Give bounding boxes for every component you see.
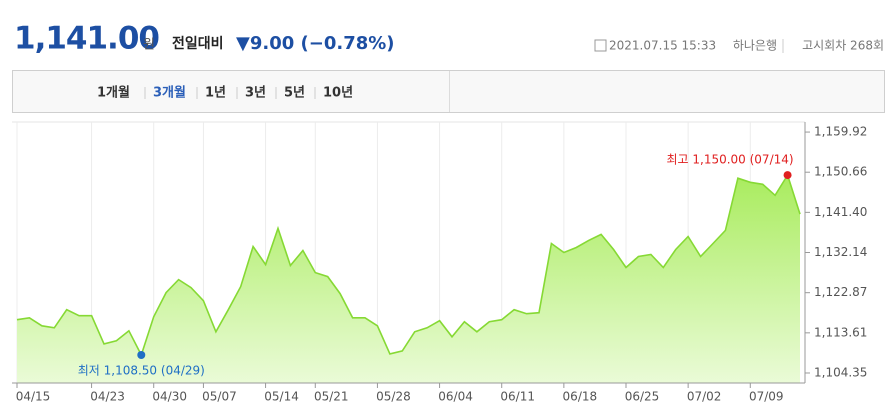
extreme-point: [783, 171, 792, 180]
x-tick-label: 06/25: [625, 390, 660, 404]
tab[interactable]: 3년: [245, 86, 266, 101]
tab[interactable]: 1개월: [97, 85, 130, 101]
tab[interactable]: 10년: [323, 86, 353, 101]
price: 1,141.00: [14, 21, 159, 57]
y-tick-label: 1,132.14: [814, 245, 867, 259]
x-tick-label: 05/21: [314, 390, 349, 404]
calendar-icon: [594, 39, 607, 52]
x-tick-label: 04/15: [16, 390, 51, 404]
x-tick-label: 04/23: [90, 390, 125, 404]
annotation: 최저 1,108.50 (04/29): [78, 363, 205, 377]
tab[interactable]: 3개월: [153, 85, 186, 101]
x-tick-label: 05/14: [264, 390, 299, 404]
unit: 원: [143, 38, 155, 53]
x-tick-label: 06/18: [563, 390, 598, 404]
change: ▼9.00 (−0.78%): [236, 33, 395, 54]
x-tick-label: 07/02: [687, 390, 722, 404]
x-tick-label: 06/11: [500, 390, 535, 404]
annotation: 최고 1,150.00 (07/14): [666, 153, 793, 167]
tab[interactable]: 1년: [205, 86, 226, 101]
area: [17, 175, 800, 383]
bank: 하나은행: [733, 38, 777, 53]
y-tick-label: 1,113.61: [814, 325, 867, 339]
y-tick-label: 1,141.40: [814, 205, 867, 219]
round: 고시회차 268회: [802, 39, 884, 53]
x-tick-label: 04/30: [152, 390, 187, 404]
x-tick-label: 05/07: [202, 390, 237, 404]
y-tick-label: 1,104.35: [814, 365, 867, 379]
line: [16, 173, 801, 358]
timestamp: 2021.07.15 15:33: [609, 39, 716, 53]
extreme-point: [137, 350, 146, 359]
tab[interactable]: 5년: [284, 86, 305, 101]
x-tick-label: 07/09: [749, 390, 784, 404]
y-tick-label: 1,150.66: [814, 165, 867, 179]
y-tick-label: 1,122.87: [814, 285, 867, 299]
x-tick-label: 06/04: [438, 390, 473, 404]
x-tick-label: 05/28: [376, 390, 411, 404]
tab-bar: [12, 70, 885, 113]
y-tick-label: 1,159.92: [814, 125, 867, 139]
change-label: 전일대비: [172, 35, 224, 52]
